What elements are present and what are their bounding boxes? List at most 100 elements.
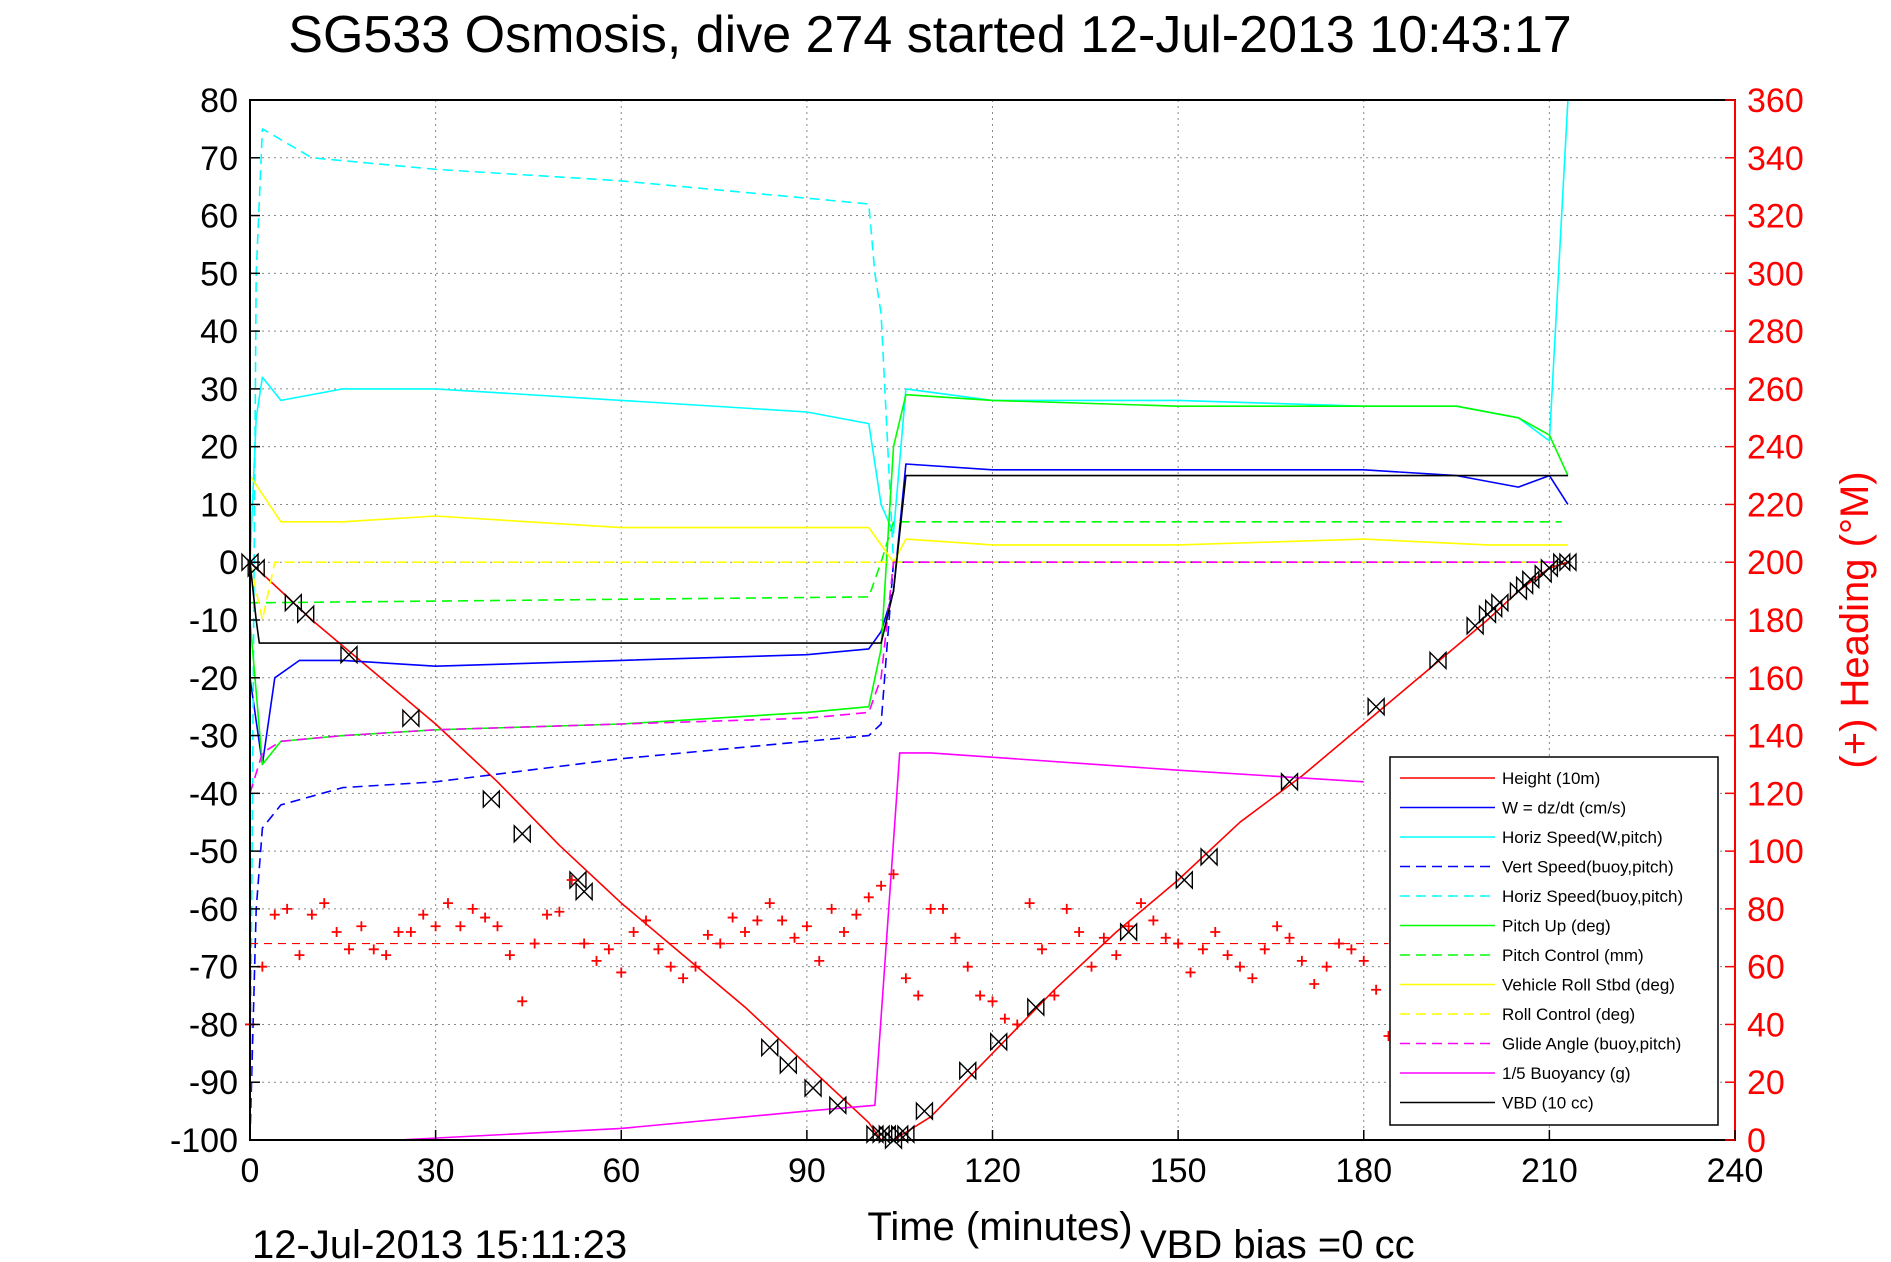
dive-marker (575, 881, 593, 902)
heading-point (851, 909, 862, 920)
heading-point (1049, 990, 1060, 1001)
y-tick-label: -30 (189, 718, 238, 756)
heading-point (913, 990, 924, 1001)
footer-vbd-bias: VBD bias =0 cc (1140, 1223, 1415, 1262)
x-tick-label: 120 (964, 1152, 1021, 1190)
heading-point (381, 950, 392, 961)
y-axis-ticks: 80 70 60 50 40 30 20 10 0 -10 -20 -30 -40 -50 -60 -70 -8… (170, 82, 260, 1160)
heading-point (740, 927, 750, 937)
dive-marker (247, 558, 265, 578)
heading-point (393, 927, 404, 937)
heading-point (591, 955, 602, 966)
legend-label-3: Vert Speed(buoy,pitch) (1502, 858, 1674, 877)
x-tick-label: 30 (417, 1152, 455, 1190)
legend-label-2: Horiz Speed(W,pitch) (1502, 828, 1663, 847)
y2-axis-ticks: 3603403203002802602402202001801601401201… (1725, 82, 1804, 1160)
x-tick-label: 210 (1521, 1152, 1578, 1190)
legend-box (1389, 756, 1719, 1126)
heading-point (1197, 944, 1208, 955)
heading-point (405, 927, 416, 937)
y2-tick-label: 240 (1747, 429, 1804, 467)
heading-point (1086, 961, 1097, 972)
heading-point (950, 932, 961, 943)
y-tick-label: -20 (189, 660, 238, 698)
heading-point (665, 961, 676, 972)
series-line-11 (249, 474, 1568, 644)
heading-point (1098, 932, 1109, 943)
heading-point (294, 950, 305, 961)
dive-marker (1175, 870, 1194, 890)
heading-point (554, 906, 565, 917)
heading-point (1235, 961, 1245, 972)
dive-marker (1491, 592, 1509, 613)
heading-point (1371, 984, 1382, 995)
dive-marker (989, 1032, 1008, 1052)
dive-marker (296, 604, 315, 624)
heading-point (1148, 915, 1159, 926)
heading-point (1210, 927, 1221, 937)
y2-tick-label: 140 (1747, 718, 1804, 756)
y-tick-label: 30 (200, 371, 238, 409)
heading-point (876, 880, 887, 891)
heading-point (826, 903, 837, 914)
dive-marker (340, 644, 358, 665)
chart-title: SG533 Osmosis, dive 274 started 12-Jul-2… (288, 6, 1571, 64)
y2-tick-label: 80 (1747, 891, 1785, 929)
y-tick-label: 40 (200, 313, 238, 351)
y2-tick-label: 20 (1747, 1064, 1785, 1102)
heading-point (467, 903, 478, 914)
dive-marker (1559, 552, 1577, 572)
dive-marker (1522, 569, 1540, 590)
y-tick-label: -90 (189, 1064, 238, 1102)
heading-points (245, 869, 1394, 1041)
heading-point (616, 967, 627, 978)
heading-point (863, 892, 874, 903)
legend-label-6: Pitch Control (mm) (1502, 946, 1644, 965)
heading-point (789, 932, 800, 943)
legend-label-7: Vehicle Roll Stbd (deg) (1502, 976, 1675, 995)
heading-point (566, 875, 577, 885)
heading-point (1334, 938, 1344, 949)
heading-point (678, 973, 689, 984)
x-axis-label: Time (minutes) (867, 1205, 1132, 1249)
dive-marker (1200, 847, 1218, 867)
heading-point (1321, 961, 1332, 972)
heading-point (1346, 944, 1357, 955)
heading-point (1222, 950, 1233, 961)
series-line-9 (249, 561, 1562, 794)
heading-point (690, 961, 701, 972)
x-tick-label: 240 (1707, 1152, 1764, 1190)
heading-point (702, 929, 713, 940)
heading-point (900, 973, 911, 984)
x-tick-label: 0 (241, 1152, 260, 1190)
dive-marker (779, 1055, 798, 1075)
legend: Height (10m) W = dz/dt (cm/s) Horiz Speed(… (1389, 756, 1719, 1126)
heading-point (1309, 979, 1320, 989)
heading-point (764, 898, 775, 909)
heading-point (282, 903, 293, 914)
heading-point (306, 909, 317, 920)
heading-point (455, 921, 466, 932)
heading-point (319, 898, 330, 909)
heading-point (269, 909, 280, 920)
series-line-7 (249, 475, 1568, 564)
x-tick-label: 150 (1150, 1152, 1207, 1190)
y-tick-label: 60 (200, 198, 238, 236)
y2-tick-label: 320 (1747, 198, 1804, 236)
dive-marker (1027, 997, 1045, 1017)
y2-tick-label: 340 (1747, 140, 1804, 178)
heading-point (331, 927, 342, 937)
dive-marker (915, 1101, 934, 1121)
heading-point (987, 996, 998, 1007)
heading-point (777, 915, 788, 926)
heading-point (1123, 921, 1134, 932)
heading-point (1136, 898, 1146, 909)
heading-point (603, 944, 614, 955)
series-line-6 (250, 520, 1562, 604)
heading-point (579, 938, 590, 949)
heading-point (715, 938, 726, 949)
y2-tick-label: 280 (1747, 313, 1804, 351)
x-tick-label: 180 (1335, 1152, 1392, 1190)
heading-point (1272, 921, 1283, 932)
